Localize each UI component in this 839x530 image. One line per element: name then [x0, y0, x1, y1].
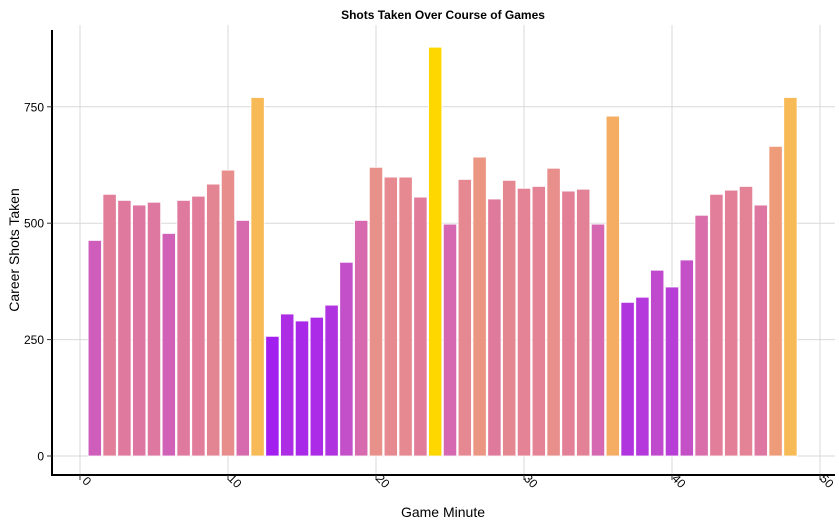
bar-minute-36: [605, 115, 620, 457]
y-tick-label: 0: [37, 450, 44, 464]
y-tick-label: 750: [24, 100, 44, 114]
bar-minute-33: [561, 190, 576, 457]
bar-minute-47: [768, 145, 783, 457]
x-axis-label: Game Minute: [401, 504, 485, 520]
bar-minute-21: [383, 176, 398, 457]
bar-minute-3: [117, 199, 132, 457]
y-ticks: 0 250 500 750: [24, 100, 52, 464]
bar-minute-6: [161, 233, 176, 457]
bar-minute-1: [87, 240, 102, 457]
bar-minute-24: [428, 46, 443, 457]
bar-minute-18: [339, 261, 354, 457]
y-axis-label: Career Shots Taken: [6, 188, 22, 311]
bar-minute-2: [102, 193, 117, 457]
y-tick-label: 250: [24, 333, 44, 347]
bar-minute-39: [650, 269, 665, 457]
bar-minute-9: [206, 183, 221, 457]
bar-minute-26: [457, 179, 472, 457]
bar-minute-31: [531, 186, 546, 457]
bar-minute-22: [398, 176, 413, 457]
bar-minute-23: [413, 196, 428, 457]
bar-minute-15: [294, 320, 310, 457]
bar-minute-28: [487, 198, 502, 457]
bar-minute-37: [620, 301, 635, 457]
bar-minute-13: [265, 335, 280, 457]
x-tick-label: 0: [80, 474, 95, 489]
bar-minute-45: [738, 186, 754, 457]
bar-minute-41: [679, 259, 694, 457]
bar-minute-30: [516, 187, 532, 457]
bar-minute-20: [368, 166, 384, 457]
bar-minute-35: [590, 223, 606, 457]
bar-minute-8: [191, 195, 206, 457]
bar-minute-4: [132, 204, 147, 457]
bar-minute-29: [502, 179, 517, 457]
bar-minute-19: [354, 220, 369, 457]
bar-minute-32: [546, 167, 561, 457]
bar-minute-46: [753, 204, 768, 457]
bar-minute-48: [783, 97, 798, 457]
bar-minute-43: [709, 193, 724, 457]
bar-minute-10: [220, 169, 236, 457]
bar-minute-14: [280, 313, 295, 457]
bar-minute-7: [176, 199, 191, 457]
bar-minute-12: [250, 97, 265, 457]
bar-minute-44: [724, 189, 739, 457]
bar-minute-5: [146, 201, 162, 457]
bar-minute-27: [472, 156, 487, 457]
bar-minute-16: [309, 316, 324, 457]
bar-minute-25: [442, 223, 458, 457]
bar-minute-11: [235, 220, 250, 457]
bar-minute-40: [664, 286, 680, 457]
bar-minute-38: [635, 296, 650, 457]
bar-minute-17: [324, 304, 339, 457]
bar-minute-42: [694, 214, 709, 457]
chart-title: Shots Taken Over Course of Games: [341, 8, 545, 22]
y-tick-label: 500: [24, 217, 44, 231]
bars: [87, 46, 798, 457]
bar-minute-34: [576, 188, 591, 457]
